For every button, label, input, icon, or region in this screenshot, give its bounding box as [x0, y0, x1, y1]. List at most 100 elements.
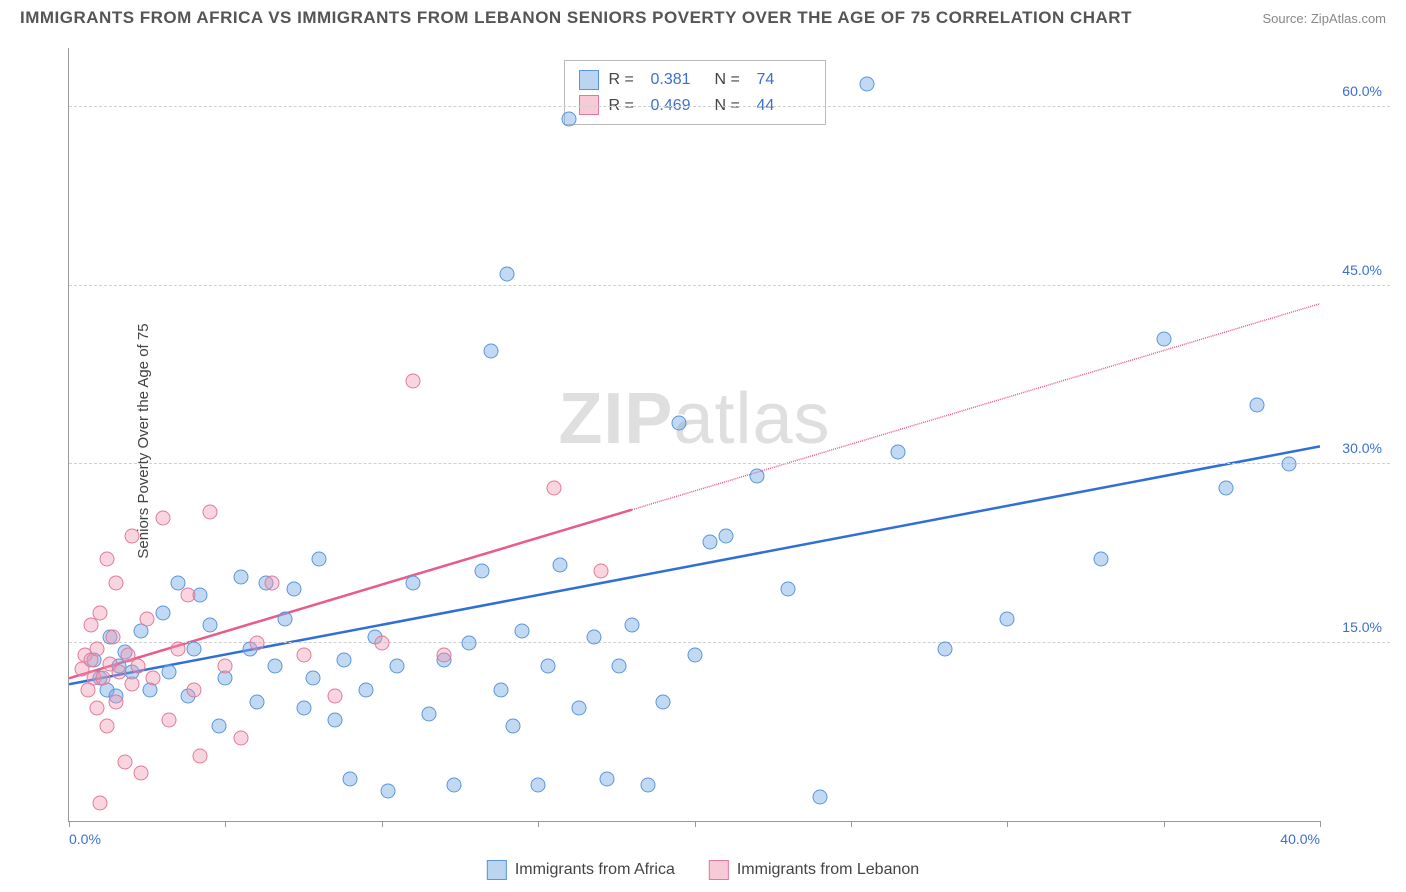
scatter-point — [446, 778, 461, 793]
x-tick-label: 40.0% — [1280, 831, 1320, 847]
scatter-point — [781, 582, 796, 597]
x-tick — [1320, 821, 1321, 827]
swatch-pink — [709, 860, 729, 880]
r-label: R = — [609, 93, 641, 119]
scatter-point — [99, 718, 114, 733]
x-tick — [382, 821, 383, 827]
scatter-point — [105, 629, 120, 644]
legend-label: Immigrants from Africa — [515, 861, 675, 879]
scatter-point — [540, 659, 555, 674]
scatter-point — [671, 415, 686, 430]
scatter-point — [130, 659, 145, 674]
scatter-point — [249, 695, 264, 710]
scatter-point — [287, 582, 302, 597]
scatter-point — [202, 617, 217, 632]
scatter-point — [162, 712, 177, 727]
series-legend: Immigrants from Africa Immigrants from L… — [487, 860, 919, 880]
gridline — [69, 106, 1390, 107]
scatter-point — [390, 659, 405, 674]
scatter-point — [124, 677, 139, 692]
legend-row: R = 0.381 N = 74 — [579, 67, 811, 93]
scatter-point — [265, 576, 280, 591]
scatter-point — [359, 683, 374, 698]
x-tick — [1007, 821, 1008, 827]
scatter-point — [187, 683, 202, 698]
scatter-point — [1281, 457, 1296, 472]
y-tick-label: 15.0% — [1342, 619, 1382, 635]
scatter-point — [90, 641, 105, 656]
scatter-point — [599, 772, 614, 787]
scatter-point — [296, 701, 311, 716]
swatch-blue — [579, 70, 599, 90]
x-tick — [851, 821, 852, 827]
r-value: 0.469 — [651, 93, 705, 119]
scatter-point — [296, 647, 311, 662]
scatter-point — [112, 665, 127, 680]
scatter-point — [124, 528, 139, 543]
scatter-point — [193, 748, 208, 763]
scatter-point — [155, 605, 170, 620]
scatter-point — [343, 772, 358, 787]
scatter-point — [108, 576, 123, 591]
gridline — [69, 642, 1390, 643]
scatter-point — [268, 659, 283, 674]
scatter-point — [327, 689, 342, 704]
scatter-point — [99, 552, 114, 567]
legend-label: Immigrants from Lebanon — [737, 861, 919, 879]
scatter-point — [553, 558, 568, 573]
n-value: 74 — [757, 67, 811, 93]
scatter-point — [406, 576, 421, 591]
scatter-point — [93, 796, 108, 811]
scatter-point — [133, 766, 148, 781]
scatter-point — [180, 588, 195, 603]
scatter-point — [656, 695, 671, 710]
scatter-point — [462, 635, 477, 650]
scatter-point — [108, 695, 123, 710]
scatter-point — [93, 605, 108, 620]
watermark: ZIPatlas — [558, 378, 830, 460]
scatter-point — [202, 504, 217, 519]
scatter-point — [171, 641, 186, 656]
legend-row: R = 0.469 N = 44 — [579, 93, 811, 119]
scatter-point — [593, 564, 608, 579]
scatter-point — [437, 647, 452, 662]
scatter-point — [212, 718, 227, 733]
scatter-point — [812, 790, 827, 805]
scatter-point — [750, 469, 765, 484]
n-label: N = — [715, 67, 747, 93]
scatter-point — [305, 671, 320, 686]
scatter-point — [506, 718, 521, 733]
scatter-point — [587, 629, 602, 644]
chart-title: IMMIGRANTS FROM AFRICA VS IMMIGRANTS FRO… — [20, 8, 1132, 28]
scatter-point — [890, 445, 905, 460]
x-tick-label: 0.0% — [69, 831, 101, 847]
plot-area: ZIPatlas R = 0.381 N = 74 R = 0.469 N = … — [68, 48, 1320, 822]
scatter-point — [277, 611, 292, 626]
scatter-point — [374, 635, 389, 650]
gridline — [69, 285, 1390, 286]
y-tick-label: 60.0% — [1342, 83, 1382, 99]
scatter-point — [859, 76, 874, 91]
scatter-point — [546, 481, 561, 496]
x-tick — [1164, 821, 1165, 827]
swatch-pink — [579, 95, 599, 115]
legend-item: Immigrants from Lebanon — [709, 860, 919, 880]
scatter-point — [327, 712, 342, 727]
scatter-point — [162, 665, 177, 680]
scatter-point — [562, 112, 577, 127]
gridline — [69, 463, 1390, 464]
n-value: 44 — [757, 93, 811, 119]
scatter-point — [96, 671, 111, 686]
scatter-point — [499, 266, 514, 281]
scatter-point — [406, 374, 421, 389]
scatter-point — [140, 611, 155, 626]
scatter-point — [1250, 397, 1265, 412]
scatter-point — [118, 754, 133, 769]
legend-item: Immigrants from Africa — [487, 860, 675, 880]
swatch-blue — [487, 860, 507, 880]
r-label: R = — [609, 67, 641, 93]
scatter-point — [937, 641, 952, 656]
scatter-point — [146, 671, 161, 686]
x-tick — [69, 821, 70, 827]
scatter-point — [155, 510, 170, 525]
